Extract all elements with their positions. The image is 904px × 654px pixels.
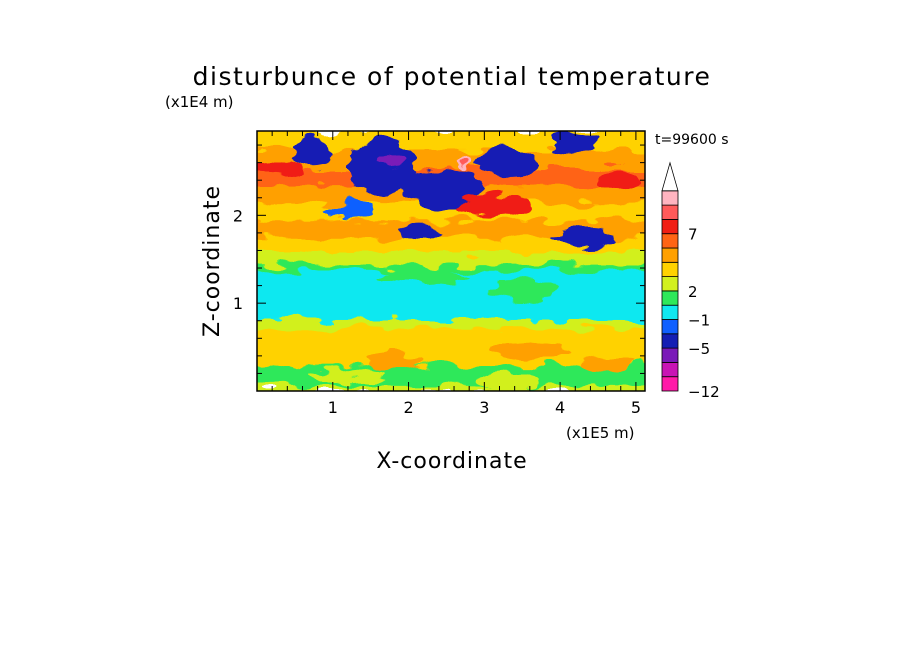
colorbar-tick-label: −1 xyxy=(688,312,710,330)
x-tick-label: 3 xyxy=(479,398,489,417)
contour-band xyxy=(257,218,645,239)
contour-feature xyxy=(422,259,441,274)
contour-feature xyxy=(400,224,447,242)
colorbar-box xyxy=(661,361,679,378)
contour-feature xyxy=(321,202,375,220)
colorbar-box xyxy=(661,333,679,349)
contour-band xyxy=(257,131,645,151)
contour-feature xyxy=(476,374,538,387)
contour-feature xyxy=(378,152,401,170)
contour-feature xyxy=(548,132,595,154)
contour-feature xyxy=(582,355,629,374)
colorbar-box xyxy=(661,218,679,235)
contour-band xyxy=(257,249,645,265)
contour-feature xyxy=(460,157,470,168)
contour-feature xyxy=(454,196,530,218)
colorbar-box xyxy=(661,233,679,249)
contour-feature xyxy=(488,279,564,301)
contour-band xyxy=(257,326,645,349)
contour-feature xyxy=(552,228,621,247)
x-scale-label: (x1E5 m) xyxy=(566,424,635,442)
colorbar-tick-label: 7 xyxy=(688,226,698,244)
colorbar-box xyxy=(661,347,679,363)
colorbar-box xyxy=(661,304,679,320)
colorbar-tick-label: 2 xyxy=(688,283,698,301)
plot-frame xyxy=(256,130,646,392)
colorbar-box xyxy=(661,376,679,392)
colorbar-tick-label: −5 xyxy=(688,340,710,358)
colorbar-box xyxy=(661,290,679,306)
chart-title: disturbunce of potential temperature xyxy=(193,62,712,91)
x-tick-label: 5 xyxy=(631,398,641,417)
contour-feature xyxy=(363,351,424,370)
contour-band xyxy=(257,383,645,391)
colorbar-box xyxy=(661,276,679,292)
x-tick-label: 1 xyxy=(328,398,338,417)
y-tick-label: 1 xyxy=(233,294,243,313)
contour-feature xyxy=(294,133,333,166)
axes: 1 2 3 4 5 1 2 xyxy=(233,130,646,417)
contour-feature xyxy=(257,158,307,176)
contour-feature xyxy=(598,169,644,191)
x-tick-label: 4 xyxy=(555,398,565,417)
colorbar-box xyxy=(661,190,679,206)
contour-field xyxy=(257,131,645,391)
colorbar: 7 2 −1 −5 −12 xyxy=(661,161,720,401)
contour-feature xyxy=(476,148,538,177)
contour-feature xyxy=(400,169,485,209)
colorbar-box xyxy=(661,247,679,263)
y-axis-label: Z-coordinate xyxy=(200,185,225,337)
contour-plot-area xyxy=(257,131,645,391)
contour-feature xyxy=(491,342,568,361)
colorbar-tick-label: −12 xyxy=(688,383,720,401)
contour-band xyxy=(257,262,645,271)
y-tick-label: 2 xyxy=(233,206,243,225)
contour-feature xyxy=(310,368,386,383)
contour-band xyxy=(257,317,645,329)
y-scale-label: (x1E4 m) xyxy=(165,93,234,111)
colorbar-extend-arrow xyxy=(661,161,679,192)
contour-band xyxy=(257,236,645,252)
colorbar-box xyxy=(661,204,679,220)
colorbar-box xyxy=(661,319,679,335)
colorbar-box xyxy=(661,261,679,277)
x-axis-label: X-coordinate xyxy=(376,449,527,474)
time-label: t=99600 s xyxy=(655,132,729,148)
x-tick-label: 2 xyxy=(403,398,413,417)
contour-feature xyxy=(378,268,470,286)
